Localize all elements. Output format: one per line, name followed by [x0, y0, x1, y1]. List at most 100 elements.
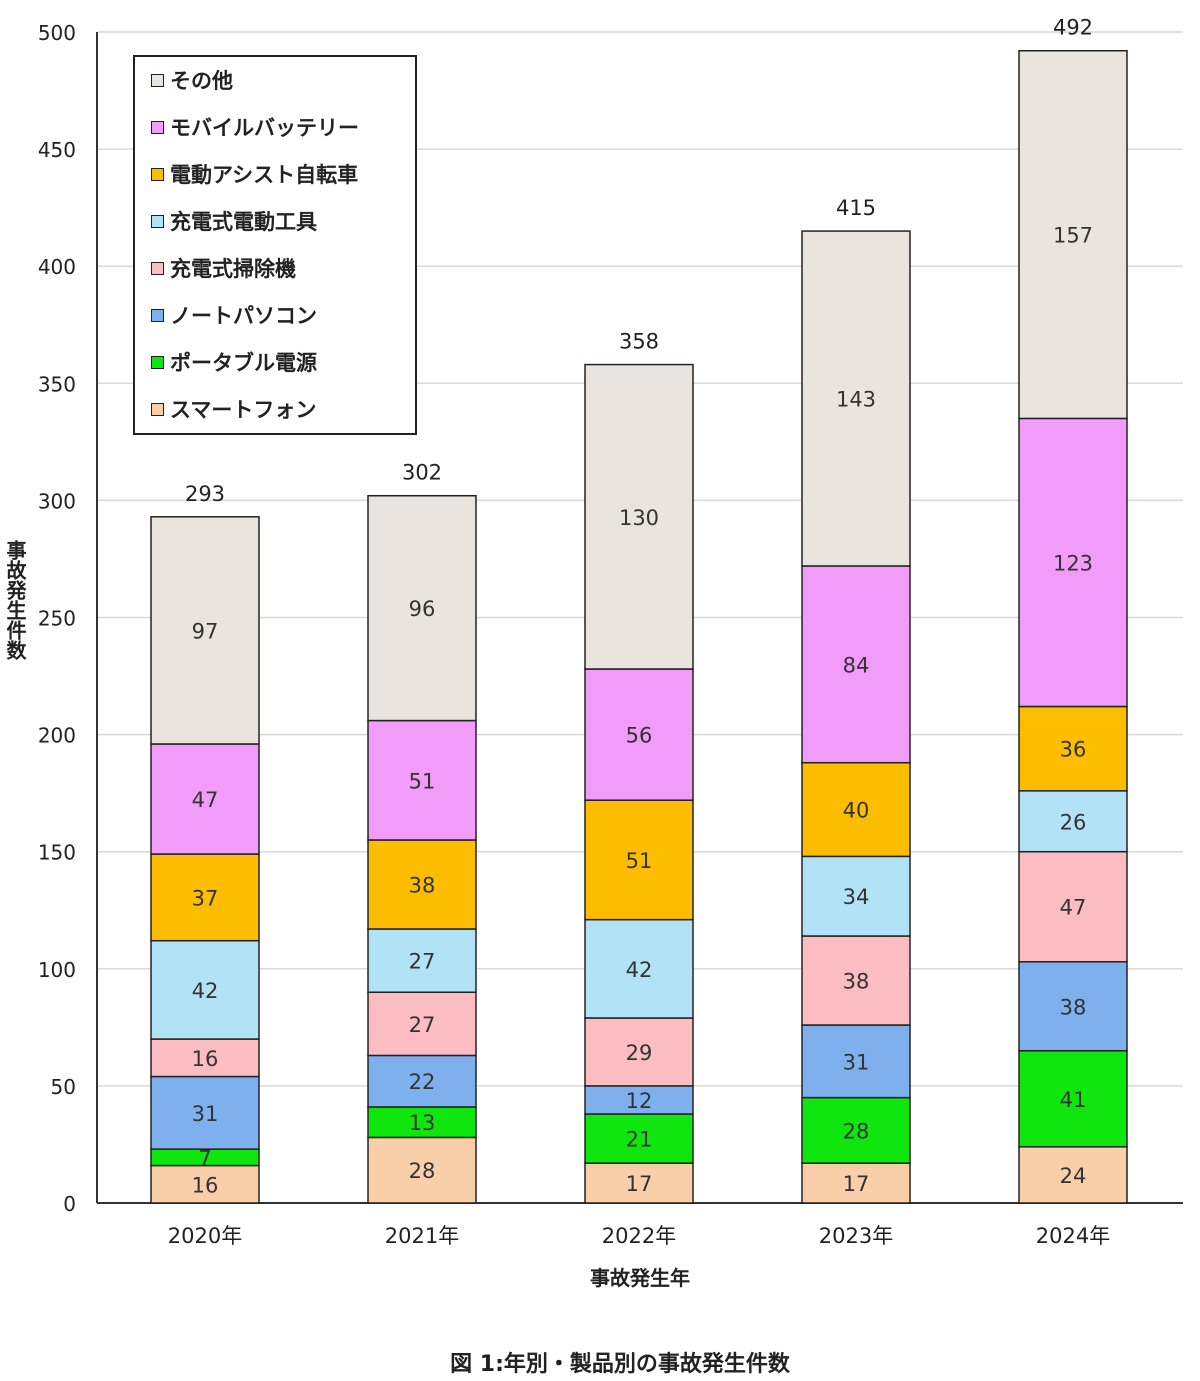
bar-segment-2-2: [584, 1085, 694, 1115]
data-label-5-4: 36: [1060, 738, 1087, 762]
legend-item: 充電式掃除機: [151, 253, 296, 283]
bar-segment-1-1: [367, 1106, 477, 1139]
y-tick-label-300: 300: [38, 489, 76, 513]
chart-legend: その他モバイルバッテリー 電動アシスト自転車 充電式電動工具 充電式掃除機 ノートパソコ…: [133, 55, 417, 435]
data-label-1-0: 7: [198, 1146, 211, 1170]
data-label-0-0: 16: [192, 1173, 219, 1197]
x-tick-label-2: 2022年: [602, 1224, 676, 1248]
data-label-0-1: 28: [409, 1159, 436, 1183]
y-tick-label-250: 250: [38, 607, 76, 631]
x-tick-label-3: 2023年: [819, 1224, 893, 1248]
legend-label: その他: [170, 69, 233, 93]
y-tick-label-100: 100: [38, 958, 76, 982]
bar-segment-0-4: [1018, 1146, 1128, 1204]
data-label-3-1: 27: [409, 1013, 436, 1037]
data-label-0-2: 17: [626, 1172, 653, 1196]
legend-item: 電動アシスト自転車: [151, 159, 358, 189]
legend-label: ポータブル電源: [170, 351, 317, 375]
data-label-3-3: 38: [843, 970, 870, 994]
legend-swatch: [151, 214, 164, 228]
y-tick-label-0: 0: [63, 1192, 76, 1216]
bar-segment-1-4: [1018, 1050, 1128, 1148]
legend-label: スマートフォン: [170, 398, 317, 422]
legend-label: 電動アシスト自転車: [170, 163, 359, 187]
legend-item: ポータブル電源: [151, 347, 317, 377]
data-label-3-2: 29: [626, 1041, 653, 1065]
data-label-5-0: 37: [192, 886, 219, 910]
y-tick-label-350: 350: [38, 372, 76, 396]
data-label-5-2: 51: [626, 849, 653, 873]
x-tick-label-1: 2021年: [385, 1224, 459, 1248]
data-label-3-0: 16: [192, 1047, 219, 1071]
data-label-2-3: 31: [843, 1050, 870, 1074]
x-tick-label-4: 2024年: [1036, 1224, 1110, 1248]
data-label-6-1: 51: [409, 769, 436, 793]
data-label-6-0: 47: [192, 788, 219, 812]
bar-segment-5-0: [150, 853, 260, 942]
legend-swatch: [151, 355, 164, 369]
y-tick-label-50: 50: [51, 1075, 76, 1099]
bar-segment-6-4: [1018, 417, 1128, 708]
bar-segment-4-0: [150, 939, 260, 1040]
legend-label: 充電式電動工具: [170, 210, 317, 234]
total-label-2: 358: [619, 330, 659, 354]
legend-swatch: [151, 261, 164, 275]
legend-swatch: [151, 120, 164, 134]
bar-segment-3-2: [584, 1017, 694, 1087]
bar-segment-1-2: [584, 1113, 694, 1164]
legend-item: ノートパソコン: [151, 300, 317, 330]
bar-segment-6-3: [801, 565, 911, 764]
data-label-6-2: 56: [626, 724, 653, 748]
y-axis-label: 事故発生件数: [3, 540, 27, 660]
bar-segment-0-3: [801, 1162, 911, 1204]
legend-label: ノートパソコン: [170, 304, 317, 328]
legend-swatch: [151, 73, 164, 87]
legend-swatch: [151, 308, 164, 322]
total-label-1: 302: [402, 461, 442, 485]
y-tick-label-200: 200: [38, 724, 76, 748]
bar-segment-5-4: [1018, 705, 1128, 792]
data-label-1-3: 28: [843, 1119, 870, 1143]
legend-label: 充電式掃除機: [170, 257, 296, 281]
data-label-1-4: 41: [1060, 1088, 1087, 1112]
data-label-3-4: 47: [1060, 896, 1087, 920]
bar-segment-3-0: [150, 1038, 260, 1078]
bar-segment-1-3: [801, 1096, 911, 1164]
data-label-4-1: 27: [409, 950, 436, 974]
data-label-7-3: 143: [836, 388, 876, 412]
data-label-4-4: 26: [1060, 810, 1087, 834]
bar-segment-4-3: [801, 855, 911, 937]
bar-segment-7-1: [367, 494, 477, 722]
bar-segment-7-0: [150, 516, 260, 745]
data-label-0-3: 17: [843, 1172, 870, 1196]
data-label-5-1: 38: [409, 873, 436, 897]
bar-segment-7-4: [1018, 49, 1128, 420]
y-tick-label-150: 150: [38, 841, 76, 865]
data-label-7-0: 97: [192, 619, 219, 643]
total-label-3: 415: [836, 196, 876, 220]
data-label-7-2: 130: [619, 506, 659, 530]
bar-segment-6-2: [584, 668, 694, 801]
data-label-4-0: 42: [192, 979, 219, 1003]
bar-segment-7-3: [801, 230, 911, 567]
bar-segment-2-0: [150, 1075, 260, 1150]
legend-swatch: [151, 167, 164, 181]
y-tick-label-450: 450: [38, 138, 76, 162]
total-label-0: 293: [185, 482, 225, 506]
legend-item: 充電式電動工具: [151, 206, 317, 236]
data-label-2-1: 22: [409, 1070, 436, 1094]
legend-item: その他: [151, 65, 233, 95]
x-tick-label-0: 2020年: [168, 1224, 242, 1248]
legend-label: モバイルバッテリー: [170, 116, 359, 140]
bar-segment-2-1: [367, 1054, 477, 1108]
data-label-7-4: 157: [1053, 224, 1093, 248]
bar-segment-2-3: [801, 1024, 911, 1099]
legend-item: モバイルバッテリー: [151, 112, 359, 142]
y-tick-label-400: 400: [38, 255, 76, 279]
data-label-0-4: 24: [1060, 1164, 1087, 1188]
bar-segment-4-4: [1018, 790, 1128, 853]
data-label-4-2: 42: [626, 958, 653, 982]
data-label-1-1: 13: [409, 1111, 436, 1135]
data-label-4-3: 34: [843, 885, 870, 909]
